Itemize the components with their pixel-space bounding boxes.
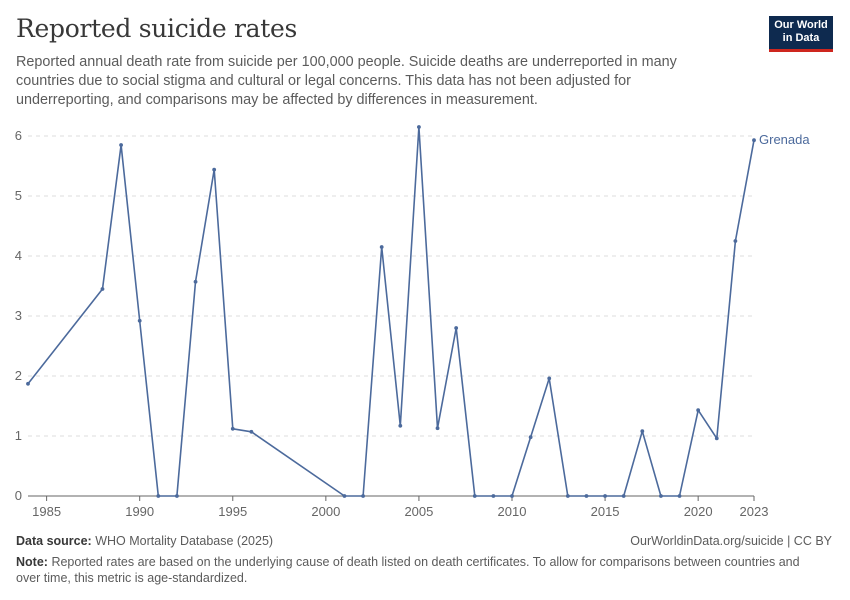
data-point xyxy=(361,494,365,498)
y-tick-label: 5 xyxy=(15,188,22,203)
data-point xyxy=(547,376,552,381)
x-tick-label: 2015 xyxy=(591,504,620,519)
data-source-text[interactable]: WHO Mortality Database (2025) xyxy=(95,534,274,548)
x-tick-label: 2023 xyxy=(740,504,769,519)
data-point xyxy=(342,494,347,498)
data-point xyxy=(137,318,142,323)
line-chart: 0 1 2 3 4 5 6 1985 1990 1995 2000 2005 2010 2015 2020 2… xyxy=(15,125,810,519)
y-tick-label: 0 xyxy=(15,488,22,503)
x-tick-label: 2020 xyxy=(684,504,713,519)
chart-subtitle: Reported annual death rate from suicide … xyxy=(16,54,677,108)
data-point xyxy=(603,494,607,498)
series-line-grenada xyxy=(27,126,755,497)
note-text: Reported rates are based on the underlyi… xyxy=(16,555,800,585)
data-source: Data source: WHO Mortality Database (202… xyxy=(16,534,273,548)
data-point xyxy=(752,138,756,143)
data-point xyxy=(659,494,663,498)
data-point xyxy=(677,494,682,498)
data-point xyxy=(249,429,254,434)
data-point xyxy=(435,426,440,431)
logo-line-2: in Data xyxy=(782,32,820,44)
owid-logo[interactable]: Our World in Data xyxy=(769,16,833,52)
note-label: Note: xyxy=(16,555,48,569)
data-point xyxy=(212,167,217,172)
data-point xyxy=(26,381,30,386)
x-tick-label: 2000 xyxy=(311,504,340,519)
x-tick-label: 2005 xyxy=(404,504,433,519)
x-tick-label: 2010 xyxy=(498,504,527,519)
data-point xyxy=(379,245,384,249)
y-tick-label: 1 xyxy=(15,428,22,443)
y-tick-label: 4 xyxy=(15,248,22,263)
data-point xyxy=(528,435,533,440)
x-tick-label: 1995 xyxy=(218,504,247,519)
y-tick-label: 2 xyxy=(15,368,22,383)
data-point xyxy=(584,494,589,498)
data-point xyxy=(175,494,179,498)
data-point xyxy=(230,426,235,431)
data-point xyxy=(417,125,421,129)
y-tick-label: 3 xyxy=(15,308,22,323)
chart-title: Reported suicide rates xyxy=(16,14,298,43)
data-point xyxy=(696,408,701,413)
data-point xyxy=(119,143,123,147)
series-label[interactable]: Grenada xyxy=(759,132,810,147)
data-point xyxy=(640,429,645,434)
data-point xyxy=(398,423,403,428)
data-point xyxy=(621,494,626,498)
data-point xyxy=(510,494,514,498)
data-point xyxy=(714,436,719,441)
y-tick-label: 6 xyxy=(15,128,22,143)
chart-note: Note: Reported rates are based on the un… xyxy=(16,554,816,586)
data-point xyxy=(193,279,198,284)
data-point xyxy=(733,239,738,243)
data-source-label: Data source: xyxy=(16,534,92,548)
x-tick-label: 1990 xyxy=(125,504,154,519)
data-point xyxy=(156,494,161,498)
data-point xyxy=(565,494,570,498)
x-tick-label: 1985 xyxy=(32,504,61,519)
logo-line-1: Our World xyxy=(774,19,828,31)
source-url[interactable]: OurWorldinData.org/suicide | CC BY xyxy=(630,534,832,548)
data-point xyxy=(454,326,459,330)
data-point xyxy=(472,494,477,498)
data-point xyxy=(491,494,496,498)
data-point xyxy=(100,287,105,291)
